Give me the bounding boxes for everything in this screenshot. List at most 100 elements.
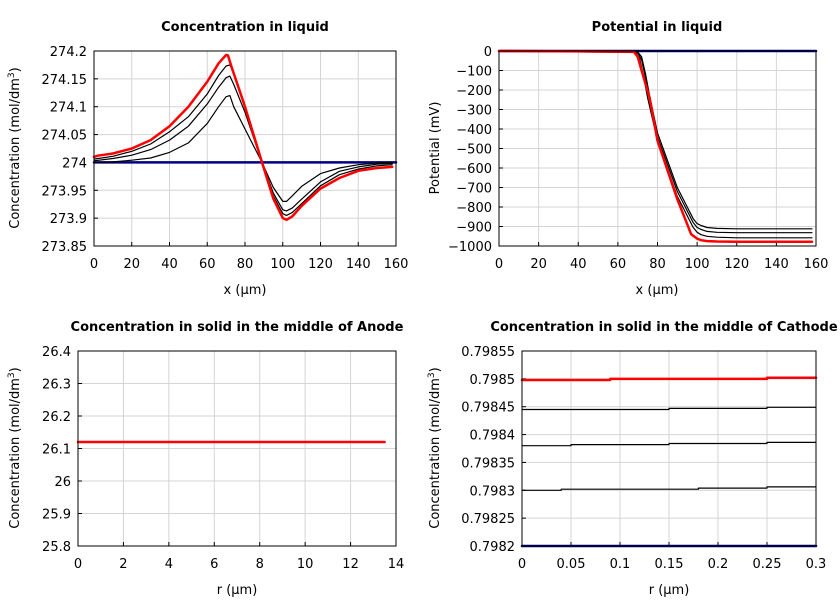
x-tick-label: 0	[518, 557, 526, 572]
y-tick-label: 274.2	[50, 45, 87, 60]
x-tick-label: 14	[388, 557, 405, 572]
x-tick-label: 8	[256, 557, 264, 572]
y-axis-label: Concentration (mol/dm3)	[7, 367, 23, 529]
x-tick-label: 0.2	[708, 557, 729, 572]
y-tick-label: 0.79835	[461, 456, 515, 471]
y-tick-label: 0.7984	[470, 429, 516, 444]
y-tick-label: 26.3	[42, 378, 71, 393]
x-tick-label: 6	[210, 557, 218, 572]
x-tick-label: 0.25	[753, 557, 782, 572]
chart-title: Potential in liquid	[592, 20, 723, 35]
x-tick-label: 20	[530, 257, 547, 272]
y-tick-label: −300	[456, 104, 492, 119]
x-axis-label: x (µm)	[224, 283, 267, 298]
x-tick-label: 12	[342, 557, 359, 572]
x-tick-label: 80	[649, 257, 666, 272]
y-tick-label: −900	[456, 221, 492, 236]
y-tick-label: 26.2	[42, 410, 71, 425]
x-tick-label: 2	[119, 557, 127, 572]
series-line	[92, 53, 394, 222]
y-tick-label: 0.79845	[461, 401, 515, 416]
series-line	[498, 50, 813, 230]
x-axis-label: x (µm)	[636, 283, 679, 298]
x-axis-label: r (µm)	[217, 583, 258, 598]
plot-frame	[498, 50, 817, 247]
x-tick-label: 0	[74, 557, 82, 572]
y-tick-label: 25.8	[42, 540, 71, 555]
x-tick-label: 10	[297, 557, 314, 572]
series-line	[93, 64, 393, 216]
chart-panel-concentration-anode: Concentration in solid in the middle of …	[7, 320, 404, 598]
x-tick-label: 0	[90, 257, 98, 272]
x-tick-label: 0.1	[610, 557, 631, 572]
chart-title: Concentration in solid in the middle of …	[71, 320, 404, 335]
y-tick-label: 0.7983	[470, 484, 516, 499]
y-tick-label: −400	[456, 123, 492, 138]
y-tick-label: 26.4	[42, 345, 71, 360]
plot-frame	[521, 350, 817, 547]
series-line	[521, 486, 817, 491]
chart-panel-concentration-cathode: Concentration in solid in the middle of …	[427, 320, 838, 598]
y-tick-label: 26	[54, 475, 71, 490]
x-axis-label: r (µm)	[649, 583, 690, 598]
y-tick-label: 0.7985	[470, 373, 516, 388]
chart-title: Concentration in liquid	[161, 20, 329, 35]
x-tick-label: 60	[199, 257, 216, 272]
y-tick-label: 25.9	[42, 508, 71, 523]
x-tick-label: 100	[685, 257, 710, 272]
y-tick-label: 274	[62, 156, 87, 171]
series-line	[498, 50, 813, 239]
y-axis-label: Potential (mV)	[428, 102, 443, 195]
x-tick-label: 0.3	[806, 557, 827, 572]
x-tick-label: 140	[346, 257, 371, 272]
series-line	[520, 376, 818, 382]
series-line	[498, 50, 813, 234]
y-tick-label: 0.79855	[461, 345, 515, 360]
plot-frame	[93, 50, 397, 247]
y-tick-label: 273.9	[50, 212, 87, 227]
series-line	[93, 94, 393, 202]
plot-area: 0 20 40 60 80 100 120 140 160−1000−900−800−700−6…	[448, 45, 828, 272]
chart-panel-potential-liquid: Potential in liquid 0 20 40 60 80 100 120 140 16…	[428, 20, 828, 298]
x-tick-label: 160	[384, 257, 409, 272]
y-tick-label: 0	[484, 45, 492, 60]
y-tick-label: −500	[456, 143, 492, 158]
y-tick-label: 26.1	[42, 443, 71, 458]
x-tick-label: 4	[165, 557, 173, 572]
x-tick-label: 100	[270, 257, 295, 272]
plot-area: 0 2 4 6 8 10 12 14 25.8 25.9 26 26.1 26.2 26.3 26.4	[42, 345, 404, 572]
y-tick-label: −100	[456, 65, 492, 80]
y-axis-label: Concentration (mol/dm3)	[7, 67, 23, 229]
y-tick-label: −1000	[448, 240, 492, 255]
plot-area: 0 20 40 60 80 100 120 140 160 273.85 273.9 273.95 27…	[42, 45, 409, 272]
x-tick-label: 0.05	[557, 557, 586, 572]
x-tick-label: 80	[237, 257, 254, 272]
y-tick-label: −700	[456, 182, 492, 197]
plot-frame	[77, 350, 397, 547]
x-tick-label: 40	[570, 257, 587, 272]
series-line	[521, 406, 817, 411]
y-tick-label: 273.95	[42, 184, 88, 199]
y-axis-label: Concentration (mol/dm3)	[427, 367, 443, 529]
x-tick-label: 160	[804, 257, 829, 272]
x-tick-label: 120	[308, 257, 333, 272]
x-tick-label: 40	[161, 257, 178, 272]
x-tick-label: 0	[495, 257, 503, 272]
y-tick-label: −800	[456, 201, 492, 216]
y-tick-label: 0.7982	[470, 540, 516, 555]
y-tick-label: 0.79825	[461, 512, 515, 527]
y-tick-label: 274.15	[42, 73, 88, 88]
y-tick-label: 274.1	[50, 101, 87, 116]
chart-title: Concentration in solid in the middle of …	[490, 320, 838, 335]
y-tick-label: 274.05	[42, 129, 88, 144]
x-tick-label: 60	[610, 257, 627, 272]
x-tick-label: 0.15	[655, 557, 684, 572]
plot-area: 0 0.05 0.1 0.15 0.2 0.25 0.3 0.7982 0.79825 0.798…	[461, 345, 826, 572]
y-tick-label: −200	[456, 84, 492, 99]
x-tick-label: 120	[724, 257, 749, 272]
series-line	[521, 441, 817, 447]
series-line	[497, 49, 814, 243]
y-tick-label: −600	[456, 162, 492, 177]
x-tick-label: 140	[764, 257, 789, 272]
